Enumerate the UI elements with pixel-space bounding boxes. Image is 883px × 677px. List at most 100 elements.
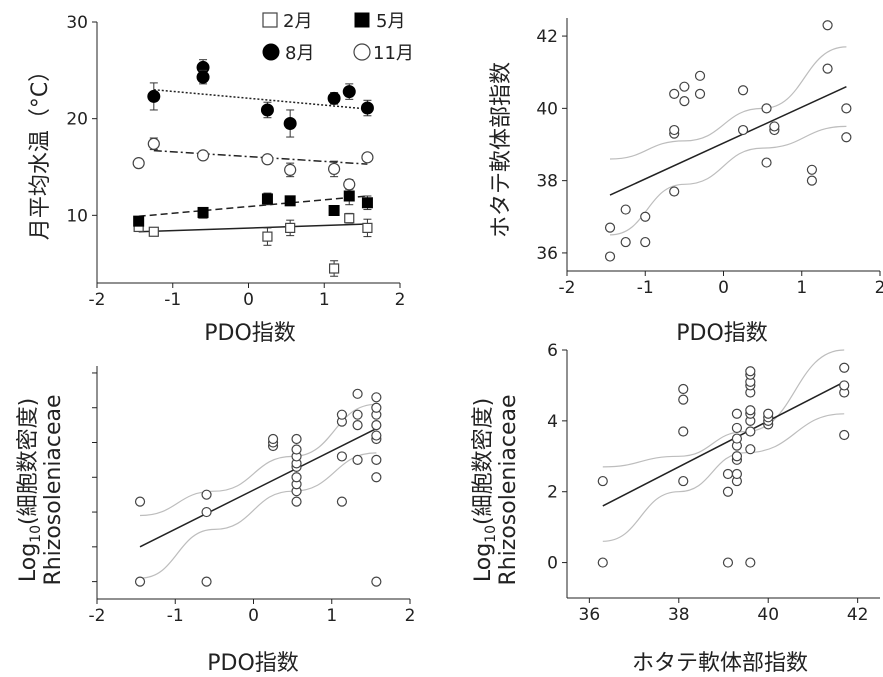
data-point (722, 468, 734, 480)
data-point (327, 162, 341, 176)
data-point (731, 408, 743, 419)
data-point (841, 132, 852, 143)
x-tick-label: 36 (579, 605, 601, 625)
data-point (260, 103, 274, 117)
data-point (336, 496, 348, 507)
x-tick-label: 0 (243, 290, 254, 310)
rhizo-scallop-y-title-2: Rhizosoleniaceae (496, 394, 521, 585)
data-point (267, 433, 279, 445)
data-point (344, 213, 355, 224)
x-tick-label: 0 (718, 278, 729, 298)
confidence-upper (602, 349, 845, 468)
data-point (285, 222, 296, 233)
y-tick-label: 30 (66, 13, 88, 33)
x-tick-label: 42 (847, 605, 869, 625)
rhizo-scallop-x-title: ホタテ軟体部指数 (632, 651, 808, 676)
panel-rhizo-pdo: -2 -1 0 1 2 PDO指数 Log10(細胞数密度) Rhizosoleniac… (16, 366, 415, 676)
y-tick-label: 20 (66, 110, 88, 130)
rhizo-scallop-ylab-log: Log (471, 543, 496, 582)
data-point (722, 486, 734, 497)
data-point (362, 222, 373, 233)
rhizo-scallop-ylab-sub: 10 (483, 525, 499, 543)
data-point (371, 392, 382, 403)
data-point (196, 149, 210, 162)
data-point (839, 429, 850, 441)
data-point (737, 85, 749, 96)
data-point (261, 193, 273, 205)
data-point (284, 195, 296, 207)
data-point (361, 151, 374, 164)
temperature-marks (132, 59, 374, 277)
data-point (291, 496, 302, 507)
data-point (806, 175, 818, 186)
data-point (147, 137, 160, 150)
x-tick-label: 1 (319, 290, 330, 310)
data-point (201, 506, 212, 518)
data-point (678, 394, 689, 405)
x-tick-label: 2 (395, 290, 406, 310)
x-tick-label: 40 (757, 605, 779, 625)
y-tick-label: 42 (536, 27, 558, 47)
fit-line-3 (153, 149, 368, 165)
data-point (336, 409, 348, 420)
data-point (694, 70, 706, 81)
rhizo-pdo-x-title: PDO指数 (207, 651, 299, 676)
data-point (148, 226, 159, 237)
data-point (731, 451, 743, 462)
temperature-y-title: 月平均水温（°C） (28, 60, 53, 240)
x-tick-label: -2 (89, 606, 106, 626)
rhizo-scallop-ticks: 36 38 40 42 0 2 4 6 (547, 341, 868, 625)
data-point (134, 496, 146, 507)
data-point (669, 124, 680, 136)
y-tick-label: 2 (547, 483, 558, 503)
data-point (745, 444, 756, 455)
data-point (731, 433, 743, 444)
data-point (328, 263, 340, 274)
data-point (291, 444, 302, 455)
panel-scallop-pdo: -2 -1 0 1 2 36 38 40 42 PDO指数 ホタテ軟体部指数 (489, 18, 883, 346)
data-point (839, 362, 850, 373)
regression-line (139, 427, 377, 548)
data-point (361, 197, 373, 209)
x-tick-label: 1 (326, 606, 337, 626)
data-point (745, 426, 756, 437)
x-tick-label: -2 (559, 278, 576, 298)
data-point (371, 454, 382, 465)
data-point (371, 472, 382, 483)
data-point (371, 430, 382, 441)
rhizo-scallop-marks (597, 349, 850, 568)
rhizo-pdo-ylab-rest: (細胞数密度) (16, 398, 41, 525)
data-point (745, 366, 756, 377)
legend-label-feb: 2月 (283, 11, 312, 32)
rhizo-pdo-y-title-2: Rhizosoleniaceae (41, 394, 66, 585)
data-point (262, 231, 273, 242)
x-tick-label: -1 (167, 606, 184, 626)
data-point (134, 576, 146, 587)
data-point (147, 89, 161, 103)
legend-label-nov: 11月 (373, 43, 414, 64)
rhizo-scallop-ylab-rest: (細胞数密度) (471, 398, 496, 525)
data-point (620, 236, 631, 248)
rhizo-pdo-y-title-1: Log10(細胞数密度) (16, 398, 44, 582)
data-point (196, 70, 210, 84)
data-point (352, 420, 363, 431)
fit-line-1 (138, 195, 368, 218)
data-point (669, 186, 680, 197)
data-point (291, 472, 302, 483)
data-point (694, 88, 706, 100)
data-point (822, 63, 833, 74)
y-tick-label: 10 (66, 206, 88, 226)
data-point (679, 81, 690, 92)
data-point (336, 451, 348, 462)
data-point (343, 178, 356, 191)
scallop-pdo-y-title: ホタテ軟体部指数 (489, 62, 514, 238)
regression-line (602, 381, 845, 507)
panel-temperature: -2 -1 0 1 2 10 20 30 PDO指数 月平均水温（°C） 2月 5月 8月 1… (28, 11, 414, 346)
data-point (745, 557, 756, 568)
data-point (291, 433, 302, 445)
data-point (678, 383, 689, 395)
data-point (604, 222, 616, 233)
data-point (352, 388, 363, 399)
data-point (371, 420, 382, 431)
